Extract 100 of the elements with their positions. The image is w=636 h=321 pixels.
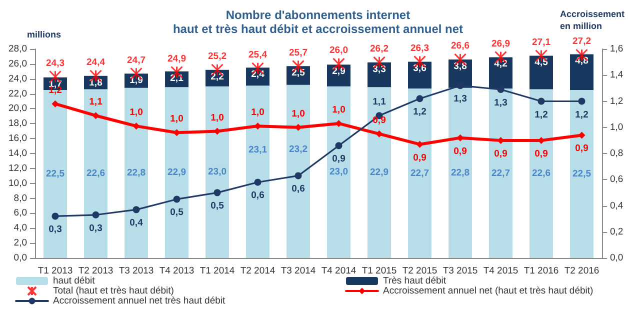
x-tick-label: T2 2016 [564,266,600,276]
x-tick-label: T1 2014 [200,266,235,276]
data-label: 22,5 [572,168,592,180]
data-label: 1,3 [494,97,508,108]
point [376,130,383,138]
data-label: 2,9 [332,66,346,78]
y-tick-label: 2,0 [14,238,27,249]
y-tick-label: 26,0 [8,58,27,70]
data-label: 3,6 [413,63,426,74]
data-label: 1,2 [534,109,548,120]
x-tick-label: T4 2013 [159,266,194,276]
y2-tick-label: 1,4 [610,70,624,81]
data-label: 23,1 [248,144,268,156]
data-label: 0,5 [170,207,184,218]
bar [489,88,512,258]
data-label: 23,0 [330,166,348,178]
bar [84,89,108,258]
bar [530,56,553,90]
data-label: 0,9 [575,143,588,154]
point [335,120,342,127]
bar [206,86,229,258]
legend-label: Accroissement annuel net très haut débit [53,296,226,306]
data-label: 22,7 [410,168,429,179]
legend-label: Très haut débit [383,276,446,286]
data-label: 0,9 [332,154,346,165]
data-label: 0,5 [210,200,225,212]
point [497,86,504,93]
y-tick-label: 0,0 [14,252,27,264]
point [52,212,59,220]
y2-tick-label: 1,0 [610,122,624,133]
data-label: 4,2 [494,58,508,70]
chart-title: Nombre d'abonnements internet [226,8,410,22]
x-tick-label: T1 2015 [362,266,397,276]
y-tick-label: 24,0 [8,73,27,84]
y-tick-label: 14,0 [8,148,27,159]
x-tick-label: T1 2016 [524,266,559,276]
data-label: 22,8 [127,167,146,178]
data-label: 22,9 [168,167,186,178]
data-label: 0,3 [89,222,102,234]
x-tick-label: T2 2015 [402,266,438,276]
point [214,189,221,196]
data-label: 24,9 [168,53,186,64]
data-label: 22,9 [370,167,388,178]
data-label: 26,2 [370,44,388,55]
point [578,132,586,139]
data-label: 1,1 [372,96,387,108]
y-tick-label: 8,0 [14,192,27,204]
data-label: 0,9 [413,152,426,164]
chart-subtitle: haut et très haut débit et accroissement annuel net [172,22,464,36]
x-tick-label: T2 2013 [78,266,114,276]
x-tick-label: T2 2014 [240,266,276,276]
data-label: 1,3 [454,94,467,105]
data-label: 26,6 [451,40,470,52]
data-label: 0,6 [251,190,264,202]
data-label: 1,1 [89,96,104,108]
legend-label: Accroissement annuel net (haut et très haut débit) [383,286,594,296]
data-label: 1,0 [332,104,346,116]
y-axis-title: millions [27,30,62,40]
y2-tick-label: 0,0 [610,252,624,264]
data-label: 0,9 [454,146,467,157]
point [92,211,100,218]
x-tick-label: T3 2015 [442,266,478,276]
data-label: 27,1 [532,36,552,48]
data-label: 2,2 [210,71,224,82]
x-tick-label: T4 2015 [483,266,518,276]
data-label: 25,7 [289,47,308,58]
data-label: 3,8 [454,60,467,72]
data-label: 0,9 [372,114,386,126]
point [416,140,424,148]
y2-tick-label: 1,6 [610,44,624,54]
data-label: 4,8 [575,56,588,67]
data-label: 23,0 [208,166,226,178]
data-label: 2,5 [292,68,306,79]
bar [246,86,270,258]
data-label: 1,0 [210,112,224,124]
y2-tick-label: 0,8 [610,148,624,159]
data-label: 23,2 [289,144,308,155]
data-label: 2,4 [251,69,266,80]
bar [286,84,310,258]
bar [368,87,391,258]
bar [530,89,553,258]
y2-tick-label: 0,4 [610,200,624,212]
data-label: 0,9 [534,148,548,160]
data-label: 26,0 [330,45,348,56]
y-tick-label: 22,0 [8,88,27,100]
x-tick-label: T1 2013 [38,266,73,276]
legend-label: Total (haut et très haut débit) [53,286,174,296]
point [254,178,262,186]
point [132,206,140,214]
bar [408,88,432,258]
point [335,142,342,150]
x-tick-label: T4 2014 [321,266,356,276]
data-label: 22,5 [46,168,66,180]
y-tick-label: 4,0 [14,222,27,234]
point [294,172,302,180]
data-label: 1,2 [413,106,426,118]
point [52,100,59,108]
point [456,82,464,90]
bar [165,87,188,258]
point [416,95,424,102]
